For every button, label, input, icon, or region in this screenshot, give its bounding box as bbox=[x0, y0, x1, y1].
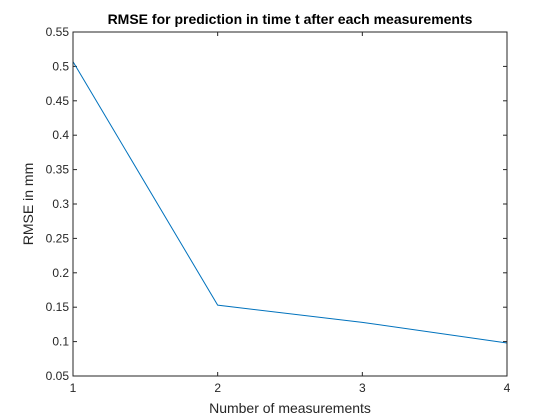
y-tick-label: 0.4 bbox=[52, 128, 69, 142]
x-tick-label: 2 bbox=[214, 381, 221, 395]
y-tick-label: 0.1 bbox=[52, 335, 69, 349]
y-tick-label: 0.2 bbox=[52, 266, 69, 280]
y-tick-label: 0.35 bbox=[46, 163, 70, 177]
y-tick-label: 0.3 bbox=[52, 197, 69, 211]
x-tick-label: 3 bbox=[359, 381, 366, 395]
y-tick-label: 0.5 bbox=[52, 59, 69, 73]
x-tick-label: 1 bbox=[70, 381, 77, 395]
y-tick-label: 0.25 bbox=[46, 231, 70, 245]
x-axis-label: Number of measurements bbox=[209, 400, 371, 416]
series-layer bbox=[72, 61, 508, 344]
plot-area bbox=[73, 32, 507, 376]
y-tick-label: 0.45 bbox=[46, 94, 70, 108]
axes-box bbox=[72, 31, 508, 377]
y-tick-label: 0.55 bbox=[46, 25, 70, 39]
y-axis-ticks: 0.05 0.1 0.15 0.2 0.25 0.3 0.35 0.4 0.45 0.5 0.55 bbox=[46, 25, 507, 383]
series-line bbox=[72, 61, 508, 344]
x-tick-label: 4 bbox=[504, 381, 511, 395]
y-tick-label: 0.05 bbox=[46, 369, 70, 383]
y-tick-label: 0.15 bbox=[46, 300, 70, 314]
chart-title: RMSE for prediction in time t after each… bbox=[108, 11, 473, 27]
y-axis-label: RMSE in mm bbox=[20, 163, 36, 245]
